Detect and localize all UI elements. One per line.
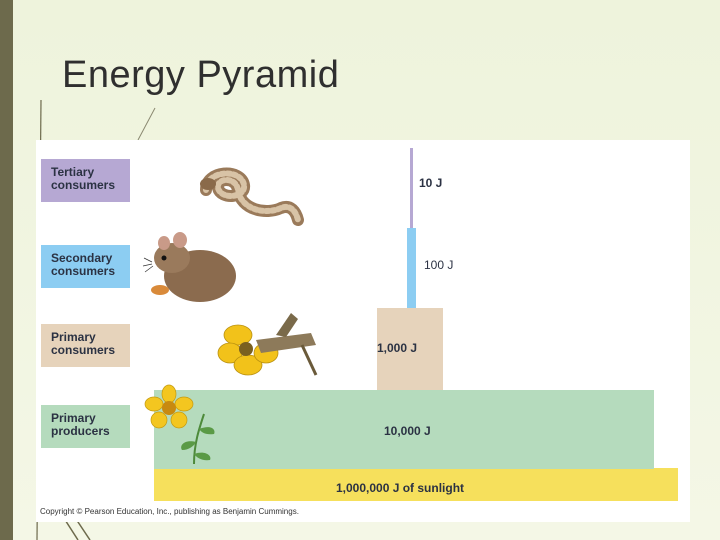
label-line: Secondary	[51, 251, 113, 265]
label-line: producers	[51, 424, 110, 438]
label-tertiary-consumers: Tertiary consumers	[41, 159, 130, 202]
energy-sunlight: 1,000,000 J of sunlight	[336, 481, 465, 495]
label-primary-producers: Primary producers	[41, 405, 130, 448]
label-line: Tertiary	[51, 165, 95, 179]
mouse-icon	[142, 232, 236, 302]
label-line: Primary	[51, 330, 96, 344]
tertiary-consumers-bar	[410, 148, 413, 228]
copyright-text: Copyright © Pearson Education, Inc., pub…	[40, 507, 299, 516]
producers-bar	[154, 390, 654, 469]
primary-consumers-bar	[377, 308, 443, 390]
label-line: Primary	[51, 411, 96, 425]
slide-title: Energy Pyramid	[62, 54, 340, 96]
grasshopper-icon	[217, 313, 318, 376]
energy-secondary: 100 J	[424, 258, 454, 272]
label-line: consumers	[51, 343, 116, 357]
secondary-consumers-bar	[407, 228, 416, 308]
snake-icon	[200, 167, 304, 226]
label-secondary-consumers: Secondary consumers	[41, 245, 130, 288]
left-accent-bar	[0, 0, 13, 540]
label-primary-consumers: Primary consumers	[41, 324, 130, 367]
flower-plant-icon	[144, 384, 215, 465]
label-line: consumers	[51, 264, 116, 278]
energy-primary: 1,000 J	[377, 341, 418, 355]
energy-tertiary: 10 J	[419, 176, 443, 190]
sunlight-bar	[154, 468, 678, 501]
energy-pyramid-diagram: Tertiary consumers Secondary consumers P…	[36, 140, 690, 522]
energy-producers: 10,000 J	[384, 424, 431, 438]
label-line: consumers	[51, 178, 116, 192]
